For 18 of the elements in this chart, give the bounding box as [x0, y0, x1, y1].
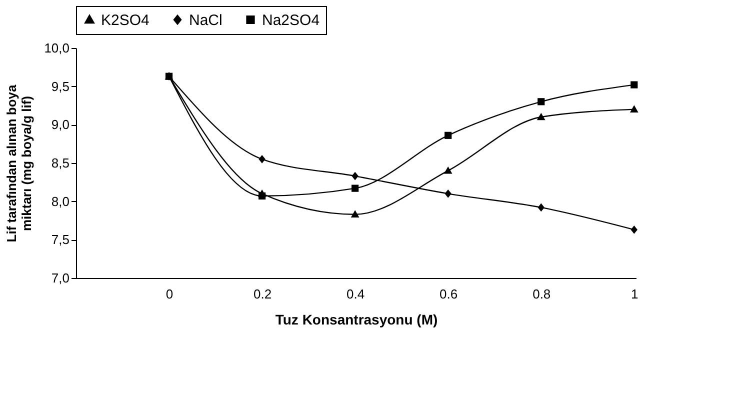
- x-axis-title: Tuz Konsantrasyonu (M): [275, 312, 438, 328]
- y-tick-label: 8,5: [51, 156, 70, 170]
- x-tick-label: 0.4: [346, 286, 365, 302]
- x-tick-label: 0: [166, 286, 174, 302]
- y-tick-label: 7,5: [51, 232, 70, 248]
- x-tick-label: 0.2: [254, 286, 272, 302]
- legend-label: K2SO4: [101, 12, 150, 29]
- y-tick-label: 9,5: [51, 78, 70, 94]
- y-tick-label: 8,0: [51, 194, 70, 209]
- y-tick-label: 7,0: [51, 270, 70, 286]
- legend-label: NaCl: [189, 12, 222, 29]
- y-axis-title: Lif tarafından alınan boya miktarı (mg boya/g lif): [4, 84, 34, 242]
- x-tick-label: 1: [631, 286, 638, 302]
- x-tick-label: 0.6: [440, 286, 458, 302]
- legend-label: Na2SO4: [262, 12, 320, 29]
- y-tick-label: 10,0: [44, 40, 70, 56]
- y-tick-label: 9,0: [51, 117, 70, 132]
- x-tick-label: 0.8: [532, 286, 551, 302]
